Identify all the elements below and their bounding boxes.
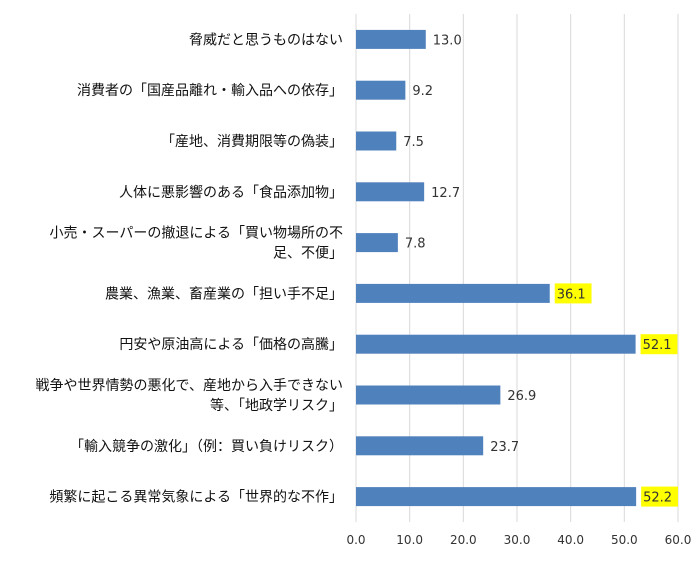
category-label: 消費者の「国産品離れ・輸入品への依存」 [77, 82, 343, 99]
value-highlight [641, 486, 678, 507]
category-label: 農業、漁業、畜産業の「担い手不足」 [105, 286, 343, 302]
category-label: 等、「地政学リスク」 [210, 397, 343, 414]
x-axis-tick-labels: 0.0 10.0 20.0 30.0 40.0 50.0 60.0 [346, 533, 691, 547]
category-label: 脅威だと思うものはない [189, 32, 343, 48]
bar [356, 80, 406, 100]
category-label: 「輸入競争の激化」（例：買い負けリスク） [70, 438, 343, 455]
category-label: 頻繁に起こる異常気象による「世界的な不作」 [49, 490, 343, 506]
bar [356, 436, 484, 456]
bar [356, 487, 637, 507]
bar [356, 385, 501, 405]
category-label: 足、不便」 [273, 246, 343, 262]
category-label: 戦争や世界情勢の悪化で、産地から入手できない [36, 378, 343, 394]
value-highlight [640, 334, 678, 355]
bar [356, 283, 550, 303]
category-label: 円安や原油高による「価格の高騰」 [119, 336, 343, 353]
value-label: 52.1 [643, 338, 672, 353]
bar [356, 334, 636, 354]
value-label: 13.0 [433, 33, 462, 48]
value-label: 7.8 [405, 237, 426, 252]
bar [356, 29, 426, 49]
x-tick-label: 20.0 [450, 533, 477, 547]
value-label: 23.7 [490, 440, 519, 455]
value-label: 26.9 [507, 389, 536, 404]
x-tick-label: 50.0 [611, 533, 638, 547]
bar [356, 182, 425, 202]
bar [356, 233, 398, 253]
x-tick-label: 40.0 [557, 533, 584, 547]
value-label: 9.2 [412, 84, 433, 99]
bar [356, 131, 397, 151]
x-tick-label: 10.0 [396, 533, 423, 547]
x-tick-label: 0.0 [346, 533, 365, 547]
gridlines [355, 14, 679, 522]
value-label: 36.1 [557, 287, 586, 302]
value-label: 12.7 [431, 186, 460, 201]
category-label: 人体に悪影響のある「食品添加物」 [119, 184, 343, 201]
x-tick-label: 30.0 [504, 533, 531, 547]
value-highlight [554, 283, 592, 304]
bars [356, 29, 637, 507]
category-label: 小売・スーパーの撤退による「買い物場所の不 [50, 226, 343, 242]
category-labels: 脅威だと思うものはない消費者の「国産品離れ・輸入品への依存」「産地、消費期限等の… [36, 32, 343, 505]
x-tick-label: 60.0 [665, 533, 692, 547]
value-label: 7.5 [403, 135, 424, 150]
value-labels: 13.0 9.2 7.5 12.7 7.8 36.1 52.1 26.9 23.7 52.2 [403, 33, 678, 507]
value-label: 52.2 [643, 491, 672, 506]
category-label: 「産地、消費期限等の偽装」 [161, 133, 343, 150]
